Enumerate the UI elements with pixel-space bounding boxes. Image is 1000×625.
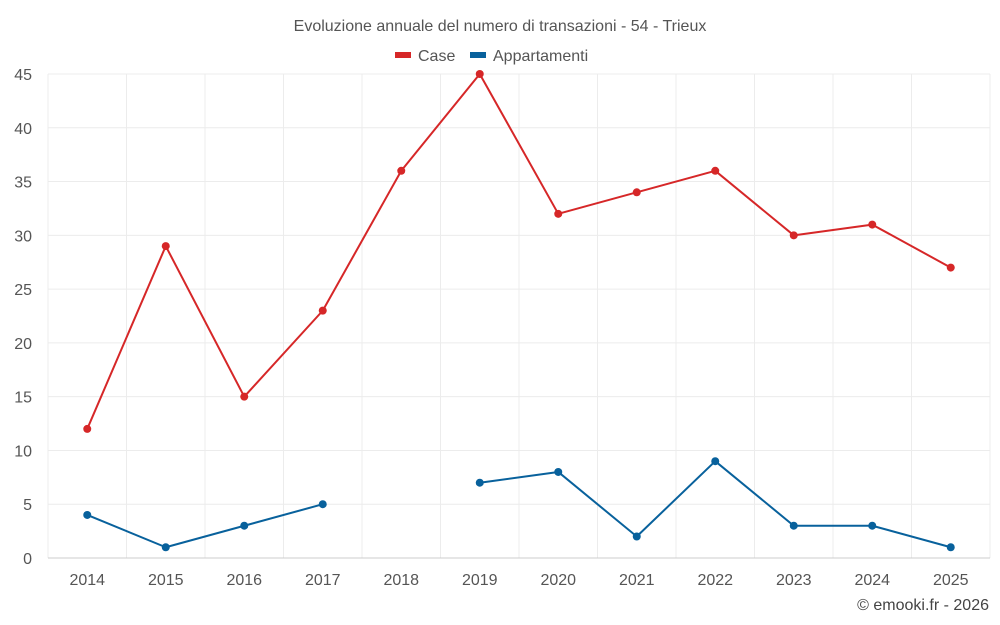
- data-point-appartamenti[interactable]: [711, 457, 720, 466]
- data-point-appartamenti[interactable]: [318, 500, 327, 509]
- data-point-appartamenti[interactable]: [554, 467, 563, 476]
- x-tick-label: 2021: [619, 572, 655, 589]
- legend-item-appartamenti[interactable]: Appartamenti: [470, 48, 588, 65]
- x-tick-label: 2020: [540, 572, 576, 589]
- data-point-case[interactable]: [789, 231, 798, 240]
- series-line-case: [86, 73, 952, 430]
- series-line-appartamenti: [86, 503, 324, 549]
- legend-label-case: Case: [418, 48, 455, 65]
- legend-label-appartamenti: Appartamenti: [493, 48, 588, 65]
- x-tick-label: 2015: [148, 572, 184, 589]
- data-point-case[interactable]: [868, 220, 877, 229]
- x-tick-label: 2017: [305, 572, 341, 589]
- data-point-appartamenti[interactable]: [83, 510, 92, 519]
- x-tick-label: 2014: [69, 572, 105, 589]
- legend-swatch-appartamenti: [470, 52, 486, 58]
- series-appartamenti: [83, 457, 955, 552]
- y-tick-label: 40: [14, 121, 32, 138]
- data-point-appartamenti[interactable]: [475, 478, 484, 487]
- data-point-case[interactable]: [475, 70, 484, 78]
- data-point-appartamenti[interactable]: [632, 532, 641, 541]
- x-tick-label: 2018: [383, 572, 419, 589]
- x-tick-label: 2019: [462, 572, 498, 589]
- data-point-case[interactable]: [946, 263, 955, 272]
- data-point-case[interactable]: [161, 242, 170, 251]
- y-tick-label: 0: [23, 551, 32, 568]
- y-tick-label: 20: [14, 336, 32, 353]
- data-point-case[interactable]: [397, 166, 406, 175]
- y-tick-label: 25: [14, 282, 32, 299]
- data-point-case[interactable]: [240, 392, 249, 401]
- series-layer: [83, 70, 955, 552]
- chart-title: Evoluzione annuale del numero di transaz…: [294, 18, 707, 35]
- x-tick-label: 2023: [776, 572, 812, 589]
- x-tick-label: 2025: [933, 572, 969, 589]
- x-axis: 2014 2015 2016 2017 2018 2019 2020 2021 2022 2023…: [69, 572, 968, 589]
- data-point-case[interactable]: [318, 306, 327, 315]
- data-point-case[interactable]: [632, 188, 641, 197]
- legend-swatch-case: [395, 52, 411, 58]
- y-tick-label: 30: [14, 228, 32, 245]
- x-tick-label: 2024: [854, 572, 890, 589]
- credit: © emooki.fr - 2026: [857, 597, 989, 614]
- data-point-case[interactable]: [711, 166, 720, 175]
- x-tick-label: 2022: [697, 572, 733, 589]
- data-point-appartamenti[interactable]: [789, 521, 798, 530]
- legend: Case Appartamenti: [395, 48, 588, 65]
- y-tick-label: 45: [14, 67, 32, 84]
- data-point-case[interactable]: [554, 209, 563, 218]
- data-point-appartamenti[interactable]: [868, 521, 877, 530]
- legend-item-case[interactable]: Case: [395, 48, 455, 65]
- data-point-appartamenti[interactable]: [161, 543, 170, 552]
- grid: [47, 73, 991, 558]
- y-tick-label: 15: [14, 390, 32, 407]
- series-case: [83, 70, 955, 433]
- y-tick-label: 10: [14, 443, 32, 460]
- y-tick-label: 5: [23, 497, 32, 514]
- y-axis: 0 5 10 15 20 25 30 35 40 45: [14, 67, 32, 568]
- data-point-appartamenti[interactable]: [946, 543, 955, 552]
- y-tick-label: 35: [14, 175, 32, 192]
- x-tick-label: 2016: [226, 572, 262, 589]
- data-point-case[interactable]: [83, 424, 92, 433]
- data-point-appartamenti[interactable]: [240, 521, 249, 530]
